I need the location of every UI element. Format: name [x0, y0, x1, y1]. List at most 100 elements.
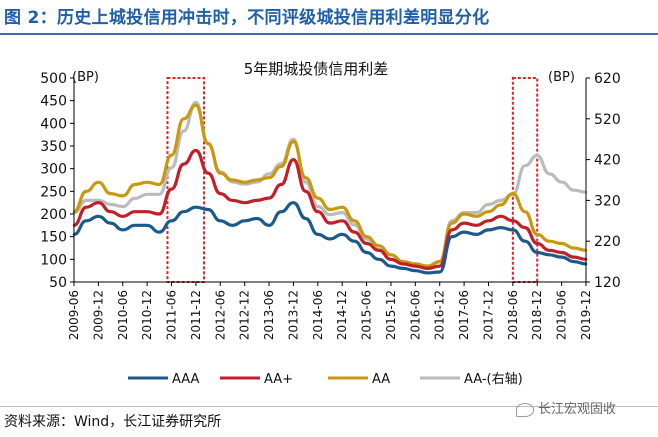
source-note: 资料来源：Wind，长江证券研究所 [4, 414, 222, 430]
data-point-AA-2016-09 [426, 264, 429, 268]
data-point-AA-2019-06 [560, 242, 563, 245]
right-tick-label: 420 [594, 153, 621, 169]
data-point-AAA-2014-12 [340, 233, 344, 236]
data-point-AA-2017-12 [487, 210, 490, 214]
x-tick-label: 2013-12 [286, 290, 300, 340]
data-point-AAA-2015-12 [389, 264, 393, 268]
data-point-AA+-2014-03 [304, 190, 307, 193]
data-point-AAA-2010-06 [121, 228, 125, 232]
data-point-AA+-2016-06 [414, 264, 417, 268]
data-point-AA+-2016-09 [426, 267, 429, 270]
data-point-AAA-2011-03 [158, 230, 161, 234]
data-point-AA-2018-06 [511, 192, 515, 195]
data-point-AA-2015-12 [389, 253, 393, 257]
data-point-AA+-2015-12 [389, 258, 393, 261]
data-point-AAA-2011-09 [182, 210, 186, 214]
data-point-AA+-2017-06 [462, 221, 466, 225]
data-point-AA-(右轴)-2009-09 [84, 199, 88, 202]
data-point-AAA-2019-06 [560, 255, 563, 259]
data-point-AA+-2011-03 [158, 212, 161, 216]
data-point-AA+-2013-12 [292, 158, 295, 161]
data-point-AAA-2018-06 [511, 228, 515, 232]
data-point-AA-2016-12 [438, 260, 442, 263]
data-point-AA-(右轴)-2019-03 [548, 172, 551, 176]
watermark-text: 长江宏观固收 [538, 402, 617, 417]
data-point-AA+-2016-03 [401, 262, 405, 266]
right-tick-label: 520 [594, 112, 621, 128]
data-point-AA-(右轴)-2018-12 [535, 154, 539, 157]
data-point-AA-2013-03 [255, 178, 259, 182]
data-point-AA-(右轴)-2010-06 [121, 205, 125, 208]
data-point-AA-2010-03 [109, 192, 112, 195]
data-point-AAA-2013-03 [255, 217, 259, 220]
data-point-AAA-2019-03 [548, 253, 551, 257]
x-tick-label: 2019-12 [579, 290, 593, 340]
data-point-AAA-2013-09 [279, 210, 283, 214]
data-point-AA+-2011-06 [170, 187, 173, 191]
x-tick-label: 2013-06 [262, 290, 276, 340]
data-point-AA-2016-03 [401, 260, 405, 263]
data-point-AA+-2012-12 [243, 201, 246, 204]
data-point-AAA-2012-12 [243, 219, 246, 223]
data-point-AA+-2013-09 [279, 183, 283, 186]
data-point-AA-2017-06 [462, 212, 466, 216]
data-point-AA+-2012-06 [218, 192, 222, 195]
left-tick-label: 450 [40, 94, 67, 110]
x-tick-label: 2009-12 [91, 290, 105, 340]
data-point-AA+-2018-12 [535, 242, 539, 245]
data-point-AA-2013-09 [279, 165, 283, 168]
data-point-AA-(右轴)-2010-09 [133, 197, 137, 200]
data-point-AA+-2019-03 [548, 248, 551, 252]
data-point-AA-2015-09 [377, 244, 381, 248]
data-point-AA+-2014-06 [316, 210, 320, 214]
data-point-AAA-2018-09 [523, 239, 527, 243]
data-point-AA+-2018-09 [523, 226, 527, 229]
x-tick-label: 2011-12 [189, 290, 203, 340]
highlight-boxes [166, 77, 539, 283]
data-point-AA-(右轴)-2011-06 [170, 166, 173, 170]
chart-title: 5年期城投债信用利差 [244, 60, 389, 78]
data-point-AA+-2009-09 [84, 205, 88, 209]
left-tick-label: 100 [40, 252, 67, 268]
right-axis-unit: (BP) [548, 70, 575, 85]
x-tick-label: 2010-12 [140, 290, 154, 340]
data-point-AA-(右轴)-2018-03 [499, 199, 502, 202]
data-point-AA-(右轴)-2011-12 [194, 101, 198, 104]
legend-label-AA+: AA+ [264, 372, 293, 387]
data-point-AAA-2009-09 [84, 219, 88, 223]
data-point-AA-2014-09 [328, 208, 332, 211]
data-point-AAA-2018-12 [535, 251, 539, 254]
data-point-AAA-2016-09 [426, 271, 429, 275]
legend-label-AAA: AAA [172, 372, 200, 387]
data-point-AA-(右轴)-2014-03 [304, 180, 307, 184]
data-point-AA+-2015-06 [365, 242, 368, 245]
data-point-AA-(右轴)-2017-12 [487, 203, 490, 206]
left-tick-label: 500 [40, 71, 67, 87]
data-point-AA-(右轴)-2013-09 [279, 162, 283, 165]
data-point-AA+-2013-06 [267, 196, 271, 200]
data-point-AA-(右轴)-2011-09 [182, 129, 186, 133]
data-point-AA-2014-06 [316, 196, 320, 200]
data-point-AA+-2010-09 [133, 210, 137, 214]
data-point-AA-2014-03 [304, 176, 307, 180]
data-point-AA-2012-03 [206, 142, 210, 146]
x-tick-label: 2016-06 [408, 290, 422, 340]
data-point-AA-2011-12 [194, 103, 198, 107]
data-point-AAA-2010-09 [133, 224, 137, 227]
data-point-AA-2011-03 [158, 183, 161, 186]
data-point-AA-2012-12 [243, 180, 246, 184]
series-line-AA-(右轴) [73, 100, 587, 270]
data-point-AAA-2011-06 [170, 219, 173, 223]
data-point-AA-2011-09 [182, 117, 186, 121]
data-point-AA-2010-12 [145, 180, 149, 184]
left-tick-label: 50 [49, 275, 67, 291]
data-point-AA+-2018-06 [511, 219, 515, 223]
figure-title: 图 2：历史上城投信用冲击时，不同评级城投信用利差明显分化 [4, 8, 490, 28]
wechat-icon [516, 402, 534, 417]
x-tick-label: 2011-06 [165, 290, 179, 340]
data-point-AAA-2015-03 [353, 239, 356, 243]
data-point-AA+-2017-03 [450, 228, 454, 232]
data-point-AAA-2016-03 [401, 267, 405, 270]
title-divider [0, 33, 658, 35]
legend-label-AA: AA [372, 372, 390, 387]
